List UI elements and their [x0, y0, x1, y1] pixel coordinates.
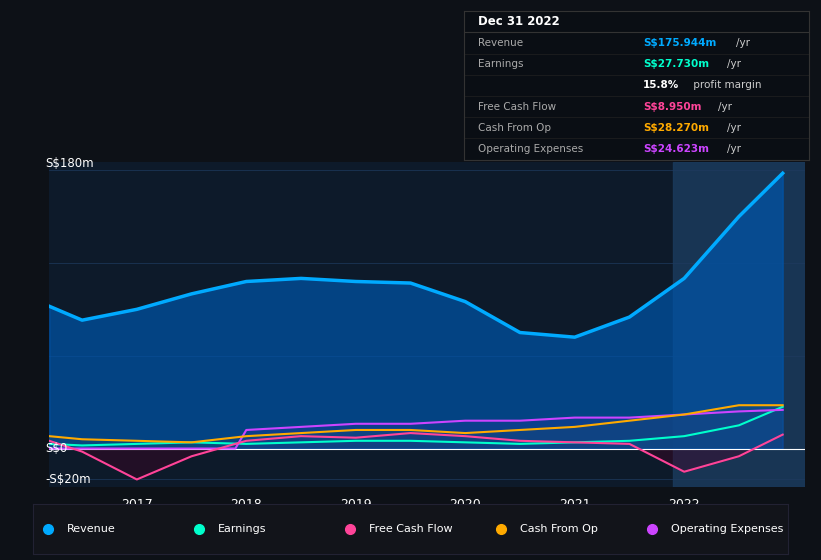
Text: S$0: S$0: [45, 442, 68, 455]
Text: -S$20m: -S$20m: [45, 473, 91, 486]
Text: Cash From Op: Cash From Op: [478, 123, 551, 133]
Text: S$8.950m: S$8.950m: [643, 101, 702, 111]
Text: Free Cash Flow: Free Cash Flow: [478, 101, 556, 111]
Text: S$175.944m: S$175.944m: [643, 38, 717, 48]
Text: /yr: /yr: [727, 59, 741, 69]
Text: Revenue: Revenue: [67, 524, 116, 534]
Text: Operating Expenses: Operating Expenses: [478, 144, 583, 154]
Text: /yr: /yr: [736, 38, 750, 48]
Text: 15.8%: 15.8%: [643, 81, 680, 90]
Bar: [673, 162, 805, 487]
Text: profit margin: profit margin: [690, 81, 761, 90]
Text: Earnings: Earnings: [478, 59, 523, 69]
Text: Dec 31 2022: Dec 31 2022: [478, 15, 559, 29]
Text: S$28.270m: S$28.270m: [643, 123, 709, 133]
Text: Earnings: Earnings: [218, 524, 266, 534]
Text: Free Cash Flow: Free Cash Flow: [369, 524, 452, 534]
Text: S$27.730m: S$27.730m: [643, 59, 709, 69]
Text: Revenue: Revenue: [478, 38, 523, 48]
Text: Cash From Op: Cash From Op: [520, 524, 598, 534]
Text: /yr: /yr: [718, 101, 732, 111]
Text: /yr: /yr: [727, 123, 741, 133]
Text: S$180m: S$180m: [45, 157, 94, 170]
Text: Operating Expenses: Operating Expenses: [671, 524, 783, 534]
Text: /yr: /yr: [727, 144, 741, 154]
Text: S$24.623m: S$24.623m: [643, 144, 709, 154]
